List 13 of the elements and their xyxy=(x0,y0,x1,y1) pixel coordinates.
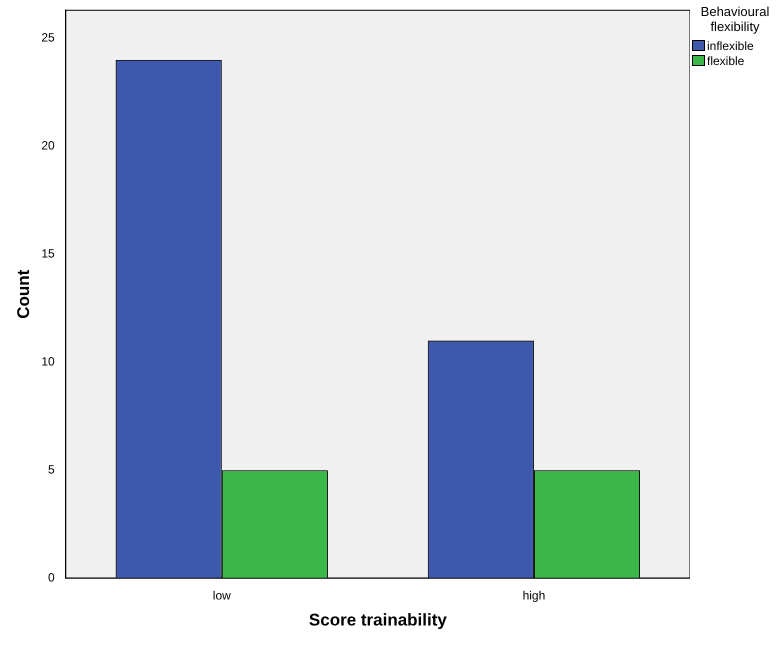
y-tick-label: 25 xyxy=(41,30,56,45)
y-axis-title: Count xyxy=(14,269,33,319)
legend-label: inflexible xyxy=(707,38,754,52)
x-tick-label: low xyxy=(212,588,232,603)
x-tick-label: high xyxy=(522,588,546,603)
legend-title: Behavioural flexibility xyxy=(700,4,770,34)
y-tick-label: 0 xyxy=(48,570,56,585)
y-tick-label: 20 xyxy=(41,138,56,153)
x-axis-title: Score trainability xyxy=(308,610,448,630)
y-tick-label: 15 xyxy=(41,246,56,261)
legend-label: flexible xyxy=(707,54,744,68)
y-tick-label: 10 xyxy=(41,354,56,369)
y-tick-label: 5 xyxy=(48,462,56,477)
